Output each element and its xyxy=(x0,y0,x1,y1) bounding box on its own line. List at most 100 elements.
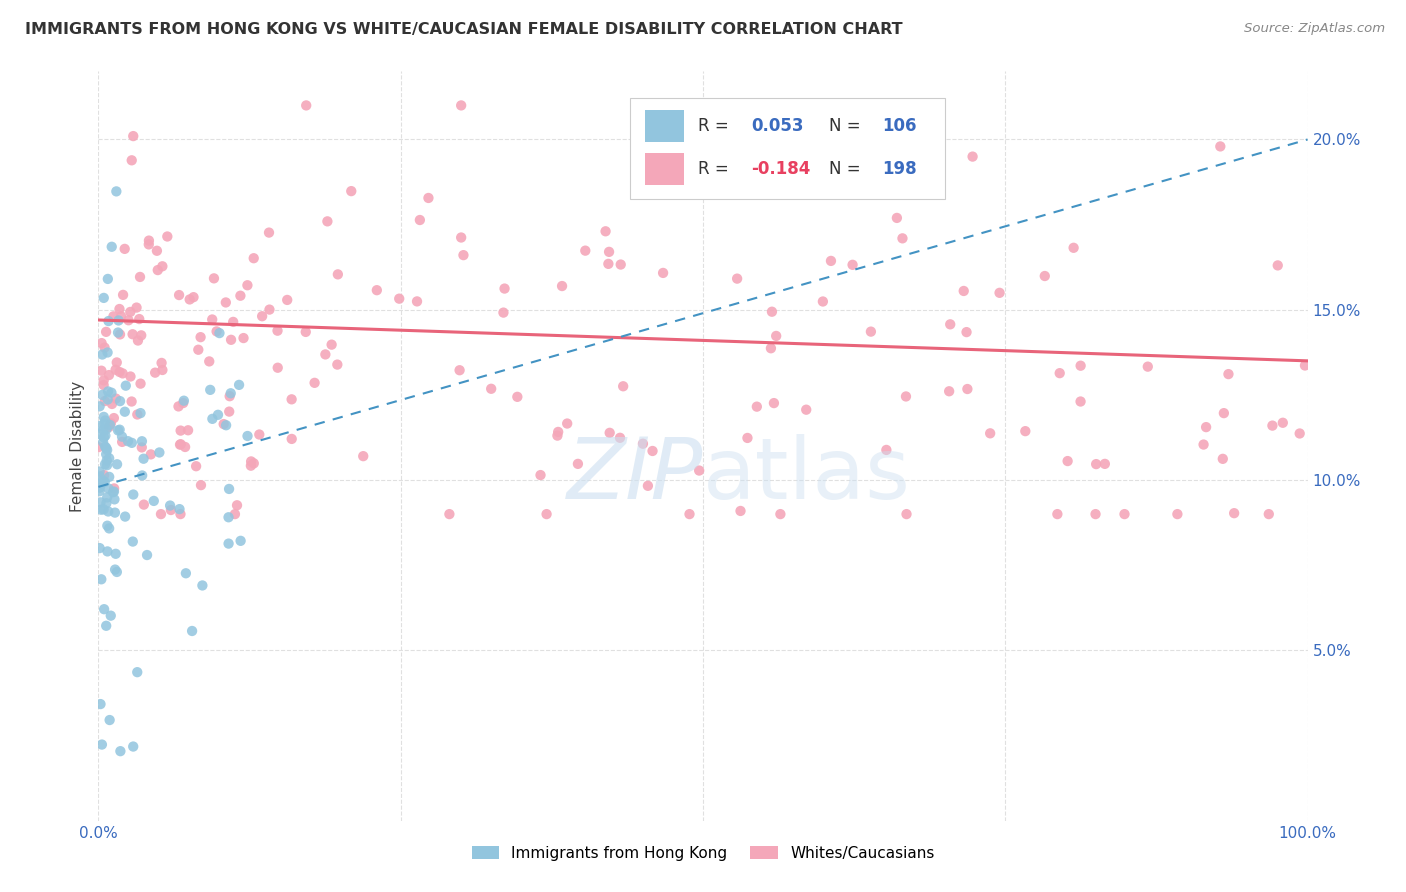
Point xyxy=(184,459,207,474)
Point xyxy=(174,440,197,454)
Point xyxy=(352,449,374,463)
Point xyxy=(794,402,817,417)
Point xyxy=(93,417,115,431)
Text: ZIP: ZIP xyxy=(567,434,703,517)
Point xyxy=(174,566,197,581)
Point xyxy=(737,431,759,445)
Point xyxy=(769,507,792,521)
Point xyxy=(198,354,221,368)
Point xyxy=(129,376,152,391)
Point xyxy=(103,310,125,324)
Point xyxy=(97,392,120,407)
Point xyxy=(97,384,120,399)
Point xyxy=(110,744,132,758)
Point xyxy=(257,226,280,240)
Point xyxy=(409,213,432,227)
Point xyxy=(129,406,152,420)
Point xyxy=(280,392,302,407)
Point xyxy=(96,422,118,436)
Point xyxy=(250,310,273,324)
Point xyxy=(678,507,700,521)
Point xyxy=(101,397,124,411)
Point xyxy=(98,368,121,382)
Point xyxy=(267,360,290,375)
Point xyxy=(96,496,118,510)
Point xyxy=(295,98,318,112)
Point xyxy=(89,697,111,711)
Point xyxy=(98,417,121,432)
Point xyxy=(91,347,114,361)
Point xyxy=(236,278,259,293)
Point xyxy=(96,544,118,558)
Point xyxy=(127,334,149,348)
Point xyxy=(1166,507,1188,521)
Point xyxy=(127,665,149,680)
Point xyxy=(208,326,231,340)
Point xyxy=(97,482,120,496)
Point xyxy=(103,482,125,496)
Point xyxy=(595,224,617,238)
Point xyxy=(765,329,787,343)
Point xyxy=(121,153,143,168)
Point xyxy=(340,184,363,198)
Point xyxy=(439,507,461,521)
Text: -0.184: -0.184 xyxy=(751,160,811,178)
Point xyxy=(93,502,115,516)
Point xyxy=(242,251,264,265)
Point xyxy=(169,502,191,516)
Point xyxy=(725,271,748,285)
Point xyxy=(1195,420,1218,434)
Point xyxy=(1049,366,1071,380)
Point xyxy=(1033,268,1056,283)
Point xyxy=(222,315,245,329)
Point xyxy=(1070,359,1092,373)
Point xyxy=(875,442,897,457)
Point xyxy=(107,326,129,340)
Point xyxy=(100,385,122,400)
Point xyxy=(169,437,191,451)
Point xyxy=(150,356,173,370)
Point xyxy=(159,499,181,513)
Point xyxy=(146,244,169,258)
Point xyxy=(609,431,631,445)
Point xyxy=(121,435,143,450)
Point xyxy=(641,444,664,458)
Point xyxy=(326,358,349,372)
Point xyxy=(811,98,834,112)
Point xyxy=(1294,359,1316,373)
Point xyxy=(91,435,114,450)
Point xyxy=(104,563,127,577)
Point xyxy=(128,312,150,326)
Point xyxy=(304,376,326,390)
Point xyxy=(160,503,183,517)
Point xyxy=(1212,406,1234,420)
Point xyxy=(859,325,882,339)
Point xyxy=(129,328,152,343)
Point xyxy=(94,394,117,409)
Point xyxy=(494,282,516,296)
Point xyxy=(266,324,288,338)
Point xyxy=(1085,457,1108,471)
Point xyxy=(120,369,142,384)
Point xyxy=(1094,457,1116,471)
Point xyxy=(90,572,112,586)
Point xyxy=(652,266,675,280)
Point xyxy=(91,474,114,488)
Point xyxy=(173,393,195,408)
Point xyxy=(89,400,111,414)
Point xyxy=(138,234,160,248)
Text: 0.053: 0.053 xyxy=(751,117,804,135)
FancyBboxPatch shape xyxy=(645,111,683,142)
Point xyxy=(1014,424,1036,438)
Point xyxy=(201,312,224,326)
Point xyxy=(90,336,112,351)
Point xyxy=(108,394,131,409)
Point xyxy=(637,479,659,493)
Point xyxy=(98,420,121,434)
Point xyxy=(107,424,129,438)
Point xyxy=(228,377,250,392)
Point xyxy=(104,547,127,561)
Point xyxy=(609,258,631,272)
Point xyxy=(1209,139,1232,153)
Point xyxy=(93,341,115,355)
